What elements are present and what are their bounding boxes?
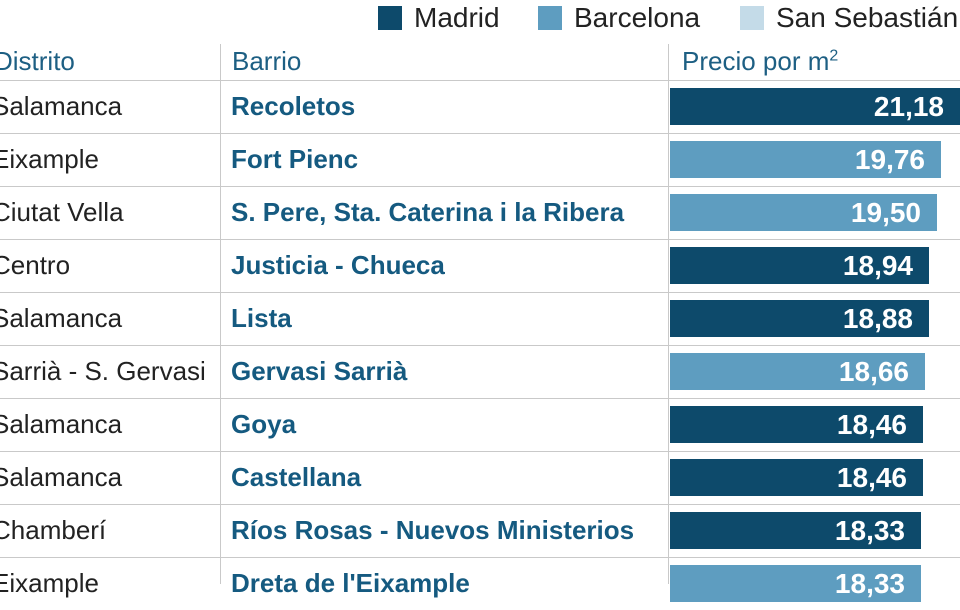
distrito-cell: Ciutat Vella bbox=[0, 197, 124, 227]
legend: Madrid Barcelona San Sebastián bbox=[0, 0, 960, 38]
distrito-cell: Sarrià - S. Gervasi bbox=[0, 356, 206, 386]
bar bbox=[670, 406, 923, 443]
barrio-cell: Castellana bbox=[231, 462, 362, 492]
row-divider bbox=[0, 186, 960, 187]
barrio-cell: Recoletos bbox=[231, 91, 356, 121]
distrito-cell: Salamanca bbox=[0, 462, 123, 492]
distrito-cell: Salamanca bbox=[0, 91, 123, 121]
bar bbox=[670, 88, 960, 125]
barrio-cell: Goya bbox=[231, 409, 297, 439]
bar bbox=[670, 300, 929, 337]
legend-swatch-madrid bbox=[378, 6, 402, 30]
distrito-cell: Chamberí bbox=[0, 515, 107, 545]
bar-value-label: 18,88 bbox=[842, 303, 913, 334]
row-divider bbox=[0, 557, 960, 558]
bar bbox=[670, 353, 925, 390]
bar-value-label: 19,76 bbox=[854, 144, 925, 175]
row-divider bbox=[0, 239, 960, 240]
column-divider-precio bbox=[668, 44, 669, 584]
row-divider bbox=[0, 345, 960, 346]
bar-value-label: 18,46 bbox=[836, 462, 907, 493]
legend-swatch-san-sebastian bbox=[740, 6, 764, 30]
header-precio-superscript: 2 bbox=[829, 47, 839, 65]
bar bbox=[670, 141, 941, 178]
distrito-cell: Centro bbox=[0, 250, 71, 280]
legend-label-barcelona: Barcelona bbox=[574, 2, 701, 33]
bar-value-label: 18,46 bbox=[836, 409, 907, 440]
barrio-cell: S. Pere, Sta. Caterina i la Ribera bbox=[231, 197, 625, 227]
legend-label-madrid: Madrid bbox=[414, 2, 500, 33]
legend-item-san-sebastian: San Sebastián bbox=[740, 2, 959, 33]
bar-value-label: 21,18 bbox=[873, 91, 944, 122]
row-divider bbox=[0, 133, 960, 134]
barrio-cell: Fort Pienc bbox=[231, 144, 359, 174]
legend-label-san-sebastian: San Sebastián bbox=[776, 2, 959, 33]
distrito-cell: Eixample bbox=[0, 144, 99, 174]
barrio-cell: Gervasi Sarrià bbox=[231, 356, 408, 386]
bar-value-label: 19,50 bbox=[850, 197, 921, 228]
row-divider bbox=[0, 451, 960, 452]
legend-item-barcelona: Barcelona bbox=[538, 2, 701, 33]
header-distrito: Distrito bbox=[0, 46, 75, 76]
header-precio-text: Precio por m bbox=[682, 46, 830, 76]
barrio-cell: Ríos Rosas - Nuevos Ministerios bbox=[231, 515, 635, 545]
row-divider bbox=[0, 398, 960, 399]
barrio-cell: Justicia - Chueca bbox=[231, 250, 445, 280]
column-divider-barrio bbox=[220, 44, 221, 584]
bar bbox=[670, 459, 923, 496]
distrito-cell: Salamanca bbox=[0, 303, 123, 333]
legend-item-madrid: Madrid bbox=[378, 2, 500, 33]
bar-value-label: 18,33 bbox=[834, 515, 905, 546]
row-divider bbox=[0, 80, 960, 81]
bar-value-label: 18,33 bbox=[834, 568, 905, 599]
row-divider bbox=[0, 504, 960, 505]
distrito-cell: Eixample bbox=[0, 568, 99, 598]
bar bbox=[670, 247, 929, 284]
barrio-cell: Lista bbox=[231, 303, 292, 333]
bar-value-label: 18,66 bbox=[838, 356, 909, 387]
legend-swatch-barcelona bbox=[538, 6, 562, 30]
bar bbox=[670, 512, 921, 549]
barrio-cell: Dreta de l'Eixample bbox=[231, 568, 470, 598]
bar bbox=[670, 194, 937, 231]
header-barrio: Barrio bbox=[232, 46, 302, 76]
bar-value-label: 18,94 bbox=[842, 250, 913, 281]
header-precio: Precio por m2 bbox=[682, 46, 838, 77]
row-divider bbox=[0, 292, 960, 293]
distrito-cell: Salamanca bbox=[0, 409, 123, 439]
